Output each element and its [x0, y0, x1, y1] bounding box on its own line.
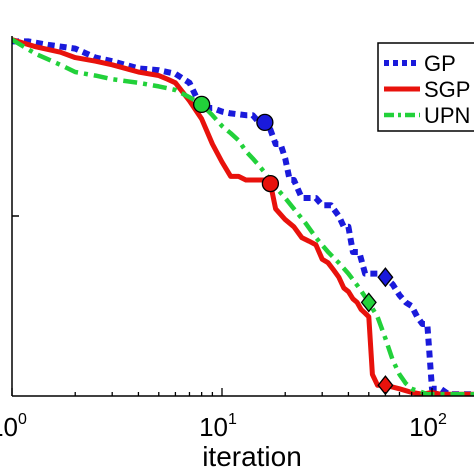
x-tick-label: 101: [199, 411, 237, 442]
x-tick-label: 100: [0, 411, 27, 442]
legend-label-upn: UPN: [424, 103, 470, 128]
marker-circle-upn: [192, 95, 211, 114]
marker-circle-sgp: [261, 174, 280, 193]
marker-diamond-sgp: [377, 375, 394, 396]
marker-diamond-gp: [377, 267, 394, 288]
legend-label-gp: GP: [424, 51, 456, 76]
marker-layer: [192, 95, 394, 396]
series-line-gp: [12, 38, 474, 396]
x-tick-label: 102: [409, 411, 447, 442]
axes-layer: 100 101 102 iteration: [0, 36, 474, 472]
legend-label-sgp: SGP: [424, 77, 470, 102]
series-line-upn: [12, 37, 474, 396]
marker-circle-gp: [256, 113, 274, 132]
x-axis-label: iteration: [202, 441, 302, 472]
marker-diamond-upn: [360, 292, 377, 313]
